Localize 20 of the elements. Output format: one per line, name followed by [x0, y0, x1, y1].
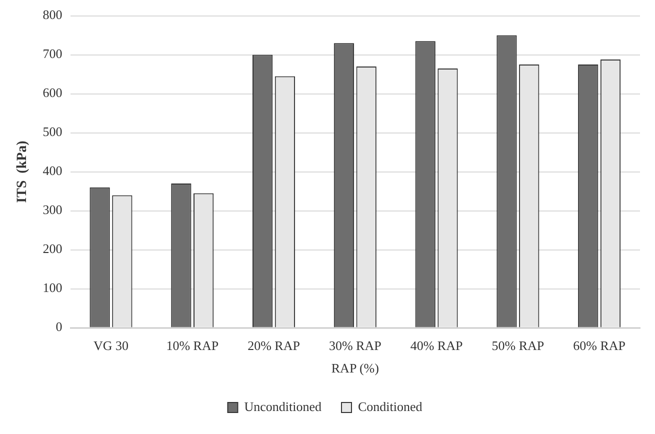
y-tick-label: 600: [42, 85, 62, 100]
y-tick-label: 0: [56, 319, 62, 334]
x-tick-label: 10% RAP: [166, 338, 219, 354]
x-tick-label: 60% RAP: [573, 338, 626, 354]
y-tick-label: 700: [42, 46, 62, 62]
y-tick-label: 800: [42, 7, 62, 22]
y-tick-label: 200: [42, 241, 62, 256]
x-tick-label: 40% RAP: [410, 338, 463, 354]
y-tick-label: 300: [42, 202, 62, 218]
x-tick-label: 50% RAP: [492, 338, 544, 354]
x-axis-title: RAP (%): [331, 360, 379, 376]
legend-label: Unconditioned: [244, 398, 322, 414]
y-tick-label: 400: [42, 163, 62, 178]
legend-label: Conditioned: [358, 398, 423, 414]
y-tick-label: 500: [42, 124, 62, 140]
y-axis-title: ITS (kPa): [15, 140, 30, 203]
x-tick-label: 30% RAP: [328, 338, 382, 354]
x-tick-label: 20% RAP: [248, 338, 300, 354]
x-tick-label: VG 30: [93, 338, 129, 354]
y-tick-label: 100: [42, 280, 62, 296]
